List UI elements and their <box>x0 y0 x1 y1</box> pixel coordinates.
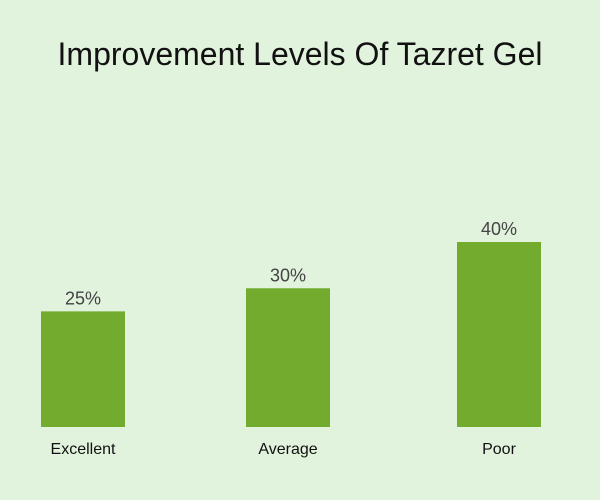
category-label-excellent: Excellent <box>51 441 116 458</box>
data-label-poor: 40% <box>481 219 517 239</box>
chart-title: Improvement Levels Of Tazret Gel <box>57 36 543 72</box>
bar-poor <box>457 242 541 427</box>
category-label-average: Average <box>258 441 317 458</box>
bar-excellent <box>41 311 125 427</box>
data-label-average: 30% <box>270 265 306 285</box>
category-label-poor: Poor <box>482 441 516 458</box>
data-label-excellent: 25% <box>65 288 101 308</box>
bar-average <box>246 288 330 427</box>
